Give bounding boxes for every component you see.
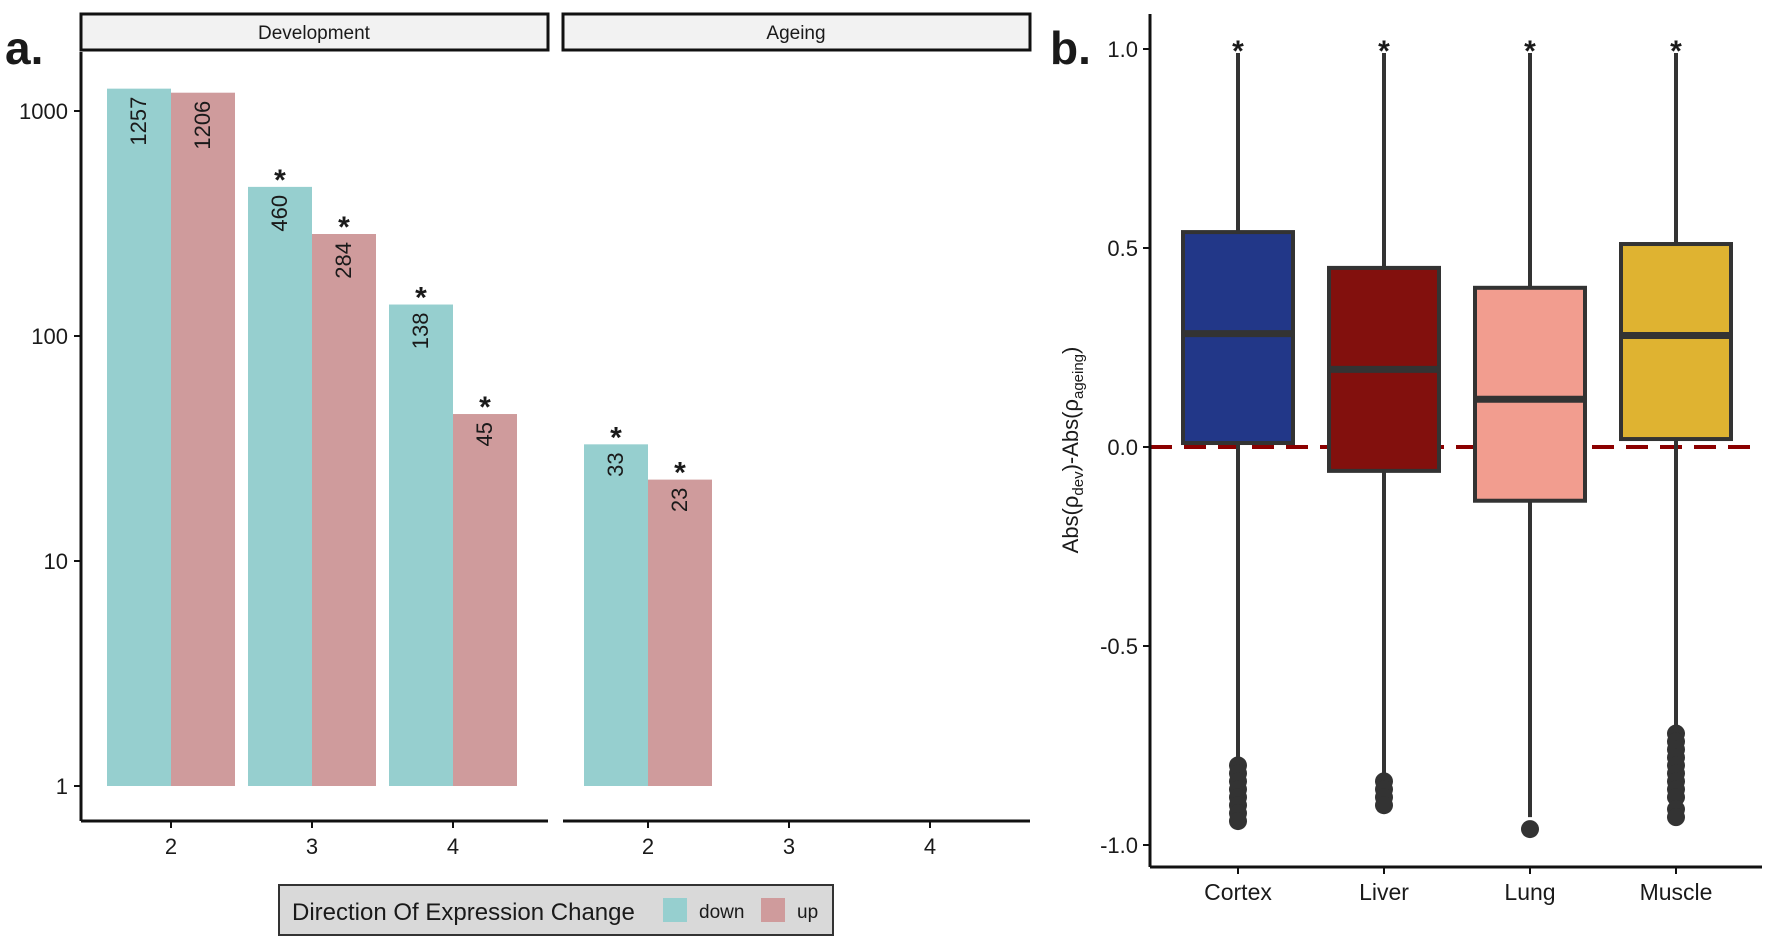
x-tick-label: Liver xyxy=(1359,879,1409,905)
legend-label-down: down xyxy=(699,902,744,923)
bar-development-2-up xyxy=(171,92,235,787)
outlier-point xyxy=(1229,812,1247,831)
panel-a-label: a. xyxy=(5,22,43,74)
facet-strip-ageing xyxy=(561,12,1032,52)
x-tick-label: 2 xyxy=(642,834,654,859)
y-tick-label: -1.0 xyxy=(1100,833,1138,858)
outlier-point xyxy=(1667,808,1685,827)
bar-value-label: 45 xyxy=(472,422,497,446)
outlier-point xyxy=(1375,796,1393,815)
box-cortex xyxy=(1181,230,1295,446)
x-tick-label: 3 xyxy=(783,834,795,859)
x-tick-label: 2 xyxy=(165,834,177,859)
y-tick-label: 100 xyxy=(31,324,68,349)
y-tick-label: 1000 xyxy=(19,99,68,124)
y-tick-label: 1 xyxy=(56,774,68,799)
bar-value-label: 460 xyxy=(267,195,292,232)
box-lung xyxy=(1473,285,1587,503)
facet-label-development: Development xyxy=(258,23,371,44)
x-tick-label: Lung xyxy=(1504,879,1555,905)
axes-b: -1.0 -0.5 0.0 0.5 1.0 Cortex Liver Lung Muscle xyxy=(1100,14,1762,905)
bar-value-label: 33 xyxy=(603,452,628,476)
significance-star: * xyxy=(274,164,286,197)
y-axis-title: Abs(ρdev)-Abs(ρageing) xyxy=(1058,347,1087,554)
significance-star: * xyxy=(338,211,350,244)
panel-b-box-plot: * * * * -1.0 -0.5 0.0 0.5 1.0 Cortex Liver Lung Mus… xyxy=(1058,14,1762,905)
boxes-group: * * * * xyxy=(1150,35,1762,839)
significance-star: * xyxy=(674,457,686,490)
legend-box xyxy=(278,884,834,936)
facet-label-ageing: Ageing xyxy=(766,23,825,44)
bar-development-3-down xyxy=(248,186,312,786)
legend-title: Direction Of Expression Change xyxy=(292,899,635,926)
x-tick-label: Muscle xyxy=(1640,879,1713,905)
legend: Direction Of Expression Change down up xyxy=(278,884,834,936)
legend-swatch-up xyxy=(761,898,785,922)
y-tick-label: 0.5 xyxy=(1107,236,1138,261)
significance-star: * xyxy=(415,282,427,315)
y-tick-label: -0.5 xyxy=(1100,634,1138,659)
outlier-point xyxy=(1521,820,1539,839)
x-tick-label: 3 xyxy=(306,834,318,859)
facet-strip-development xyxy=(79,12,550,52)
legend-label-up: up xyxy=(797,902,818,923)
bar-value-label: 1206 xyxy=(190,101,215,150)
panel-a-bar-chart: Development Ageing 1257 1206460*284*138*4… xyxy=(19,12,1032,936)
bar-development-2-down xyxy=(107,88,171,787)
box-muscle xyxy=(1619,242,1733,442)
significance-star: * xyxy=(610,421,622,454)
bar-ageing-2-up xyxy=(648,479,712,786)
significance-star: * xyxy=(1378,35,1390,68)
significance-star: * xyxy=(1670,35,1682,68)
significance-star: * xyxy=(1524,35,1536,68)
bar-development-3-up xyxy=(312,234,376,787)
y-tick-label: 1.0 xyxy=(1107,37,1138,62)
legend-swatch-down xyxy=(663,898,687,922)
bar-value-label: 284 xyxy=(331,242,356,279)
significance-star: * xyxy=(1232,35,1244,68)
panel-b-label: b. xyxy=(1050,22,1091,74)
y-tick-label: 10 xyxy=(44,549,68,574)
bar-development-4-up xyxy=(453,414,517,786)
bar-ageing-2-down xyxy=(584,444,648,786)
x-tick-label: 4 xyxy=(447,834,459,859)
x-tick-label: 4 xyxy=(924,834,936,859)
x-tick-label: Cortex xyxy=(1204,879,1272,905)
bar-value-label: 23 xyxy=(667,488,692,512)
y-tick-label: 0.0 xyxy=(1107,435,1138,460)
bar-value-label: 138 xyxy=(408,313,433,350)
bar-development-4-down xyxy=(389,304,453,786)
bar-value-label: 1257 xyxy=(126,97,151,146)
significance-star: * xyxy=(479,391,491,424)
